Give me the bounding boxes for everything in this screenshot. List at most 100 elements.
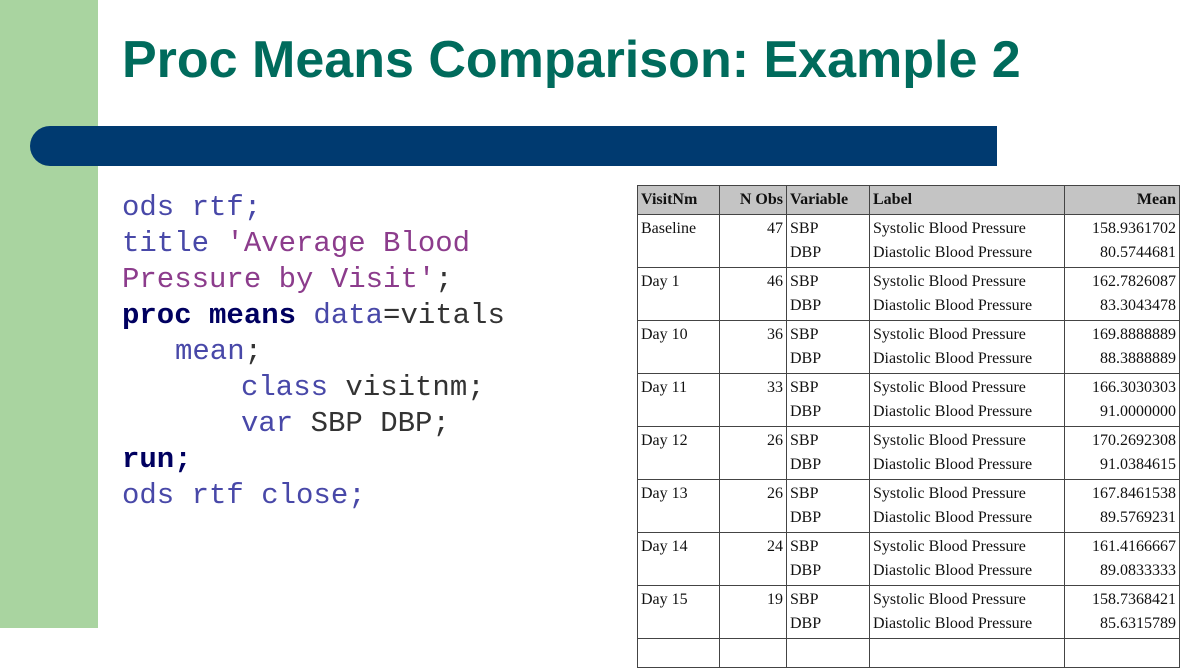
title-bar (30, 126, 997, 166)
table-body: Baseline 47 SBP DBP Systolic Blood Pressure D… (637, 214, 1180, 668)
visit-cell: Day 12 (637, 426, 720, 480)
cell-line: DBP (790, 244, 822, 261)
cell-line: Systolic Blood Pressure (873, 538, 1026, 555)
cell-line: 161.4166667 (1092, 538, 1176, 555)
cell-line: Systolic Blood Pressure (873, 432, 1026, 449)
visit-cell: Baseline (637, 214, 720, 268)
means-cell: 158.9361702 80.5744681 (1064, 214, 1180, 268)
cell-line: DBP (790, 615, 822, 632)
table-row: Day 14 24 SBP DBP Systolic Blood Pressure Dia… (637, 532, 1180, 586)
code-token: visitnm; (328, 371, 485, 404)
variables-cell: SBP DBP (786, 267, 870, 321)
empty-cell (1064, 638, 1180, 668)
cell-line: DBP (790, 403, 822, 420)
n-obs-cell: 24 (719, 532, 787, 586)
variables-cell: SBP DBP (786, 320, 870, 374)
code-token: mean (175, 335, 245, 368)
visit-cell: Day 11 (637, 373, 720, 427)
code-token: Pressure by Visit' (122, 263, 436, 296)
n-obs-cell: 33 (719, 373, 787, 427)
cell-line: SBP (790, 432, 819, 449)
code-token: var (241, 407, 294, 440)
variables-cell: SBP DBP (786, 426, 870, 480)
cell-line: Systolic Blood Pressure (873, 273, 1026, 290)
table-row: Day 11 33 SBP DBP Systolic Blood Pressure Dia… (637, 373, 1180, 427)
cell-line: SBP (790, 379, 819, 396)
labels-cell: Systolic Blood Pressure Diastolic Blood P… (869, 373, 1065, 427)
cell-line: 80.5744681 (1100, 244, 1176, 261)
labels-cell: Systolic Blood Pressure Diastolic Blood P… (869, 214, 1065, 268)
code-token: ods rtf; (122, 191, 262, 224)
cell-line: Diastolic Blood Pressure (873, 615, 1033, 632)
variables-cell: SBP DBP (786, 532, 870, 586)
cell-line: 167.8461538 (1092, 485, 1176, 502)
n-obs-cell: 46 (719, 267, 787, 321)
labels-cell: Systolic Blood Pressure Diastolic Blood P… (869, 532, 1065, 586)
cell-line: Systolic Blood Pressure (873, 379, 1026, 396)
cell-line: Systolic Blood Pressure (873, 220, 1026, 237)
means-cell: 166.3030303 91.0000000 (1064, 373, 1180, 427)
code-token: SBP DBP; (293, 407, 450, 440)
cell-line: 158.9361702 (1092, 220, 1176, 237)
code-line: proc means data=vitals (122, 298, 505, 334)
variables-cell: SBP DBP (786, 214, 870, 268)
cell-line: 89.5769231 (1100, 509, 1176, 526)
code-token: run; (122, 443, 192, 476)
n-obs-cell: 26 (719, 479, 787, 533)
code-line: class visitnm; (122, 370, 505, 406)
cell-line: SBP (790, 220, 819, 237)
n-obs-cell: 19 (719, 585, 787, 639)
cell-line: Systolic Blood Pressure (873, 591, 1026, 608)
code-token: data (296, 299, 384, 332)
cell-line: SBP (790, 485, 819, 502)
table-row: Day 15 19 SBP DBP Systolic Blood Pressure Dia… (637, 585, 1180, 639)
labels-cell: Systolic Blood Pressure Diastolic Blood P… (869, 320, 1065, 374)
n-obs-cell: 36 (719, 320, 787, 374)
code-token: ; (435, 263, 453, 296)
cell-line: DBP (790, 509, 822, 526)
code-token: title (122, 227, 227, 260)
table-row: Day 13 26 SBP DBP Systolic Blood Pressure Dia… (637, 479, 1180, 533)
cell-line: SBP (790, 591, 819, 608)
cell-line: Diastolic Blood Pressure (873, 562, 1033, 579)
code-token: proc means (122, 299, 297, 332)
code-token: class (241, 371, 329, 404)
header-cell: Mean (1064, 185, 1180, 215)
means-cell: 161.4166667 89.0833333 (1064, 532, 1180, 586)
code-line: title 'Average Blood (122, 226, 505, 262)
code-line: ods rtf; (122, 190, 505, 226)
empty-cell (719, 638, 787, 668)
cell-line: 83.3043478 (1100, 297, 1176, 314)
code-token: ods rtf close; (122, 479, 366, 512)
code-block: ods rtf; title 'Average Blood Pressure b… (122, 190, 505, 514)
cell-line: DBP (790, 350, 822, 367)
code-token: 'Average Blood (226, 227, 471, 260)
labels-cell: Systolic Blood Pressure Diastolic Blood P… (869, 479, 1065, 533)
code-line: Pressure by Visit'; (122, 262, 505, 298)
labels-cell: Systolic Blood Pressure Diastolic Blood P… (869, 267, 1065, 321)
code-token: =vitals (383, 299, 505, 332)
side-strip (0, 0, 98, 628)
code-line: run; (122, 442, 505, 478)
cell-line: 162.7826087 (1092, 273, 1176, 290)
variables-cell: SBP DBP (786, 479, 870, 533)
empty-cell (637, 638, 720, 668)
visit-cell: Day 10 (637, 320, 720, 374)
means-cell: 167.8461538 89.5769231 (1064, 479, 1180, 533)
cell-line: DBP (790, 456, 822, 473)
code-line: var SBP DBP; (122, 406, 505, 442)
cell-line: Diastolic Blood Pressure (873, 350, 1033, 367)
cell-line: Diastolic Blood Pressure (873, 403, 1033, 420)
cell-line: SBP (790, 273, 819, 290)
visit-cell: Day 13 (637, 479, 720, 533)
cell-line: Systolic Blood Pressure (873, 485, 1026, 502)
n-obs-cell: 47 (719, 214, 787, 268)
empty-cell (869, 638, 1065, 668)
means-cell: 158.7368421 85.6315789 (1064, 585, 1180, 639)
table-row: Day 1 46 SBP DBP Systolic Blood Pressure Dias… (637, 267, 1180, 321)
variables-cell: SBP DBP (786, 585, 870, 639)
means-cell: 162.7826087 83.3043478 (1064, 267, 1180, 321)
header-cell: N Obs (719, 185, 787, 215)
code-token: ; (244, 335, 263, 368)
header-cell: Variable (786, 185, 870, 215)
